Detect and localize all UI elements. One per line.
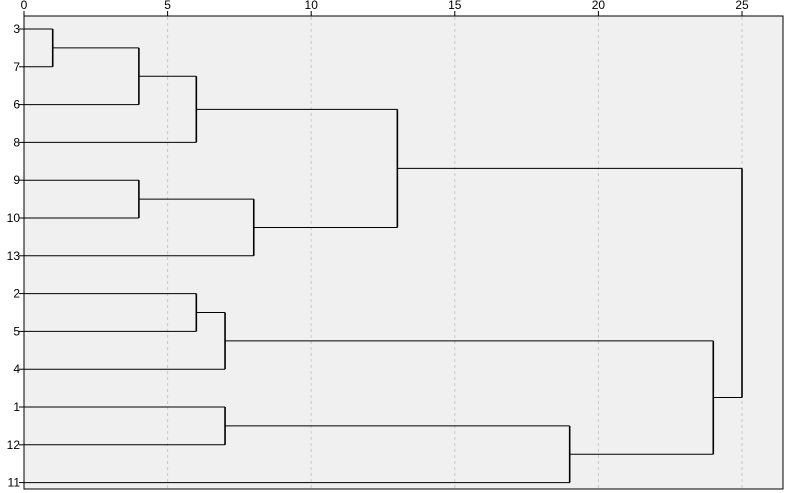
leaf-label-9: 9 xyxy=(13,173,20,187)
leaf-label-8: 8 xyxy=(13,135,20,149)
leaf-label-11: 11 xyxy=(8,476,21,490)
plot-area xyxy=(23,15,784,490)
leaf-label-12: 12 xyxy=(7,438,21,452)
leaf-label-5: 5 xyxy=(13,324,20,338)
leaf-label-6: 6 xyxy=(13,98,20,112)
leaf-label-7: 7 xyxy=(13,60,20,74)
leaf-label-10: 10 xyxy=(7,211,21,225)
x-tick-label-25: 25 xyxy=(735,0,749,12)
leaf-label-3: 3 xyxy=(13,22,20,36)
x-tick-label-20: 20 xyxy=(592,0,606,12)
leaf-labels: 3 7 6 8 9 10 13 2 5 4 1 12 11 xyxy=(7,22,24,490)
x-tick-label-15: 15 xyxy=(448,0,462,12)
leaf-label-2: 2 xyxy=(13,287,20,301)
x-tick-label-10: 10 xyxy=(305,0,319,12)
x-axis-ticks: 0 5 10 15 20 25 xyxy=(21,0,749,16)
x-tick-label-5: 5 xyxy=(164,0,171,12)
dendrogram-links xyxy=(24,28,743,484)
x-tick-label-0: 0 xyxy=(21,0,28,12)
leaf-label-13: 13 xyxy=(7,249,21,263)
leaf-label-1: 1 xyxy=(13,400,20,414)
leaf-label-4: 4 xyxy=(13,362,20,376)
merge-link-12 xyxy=(397,167,743,399)
